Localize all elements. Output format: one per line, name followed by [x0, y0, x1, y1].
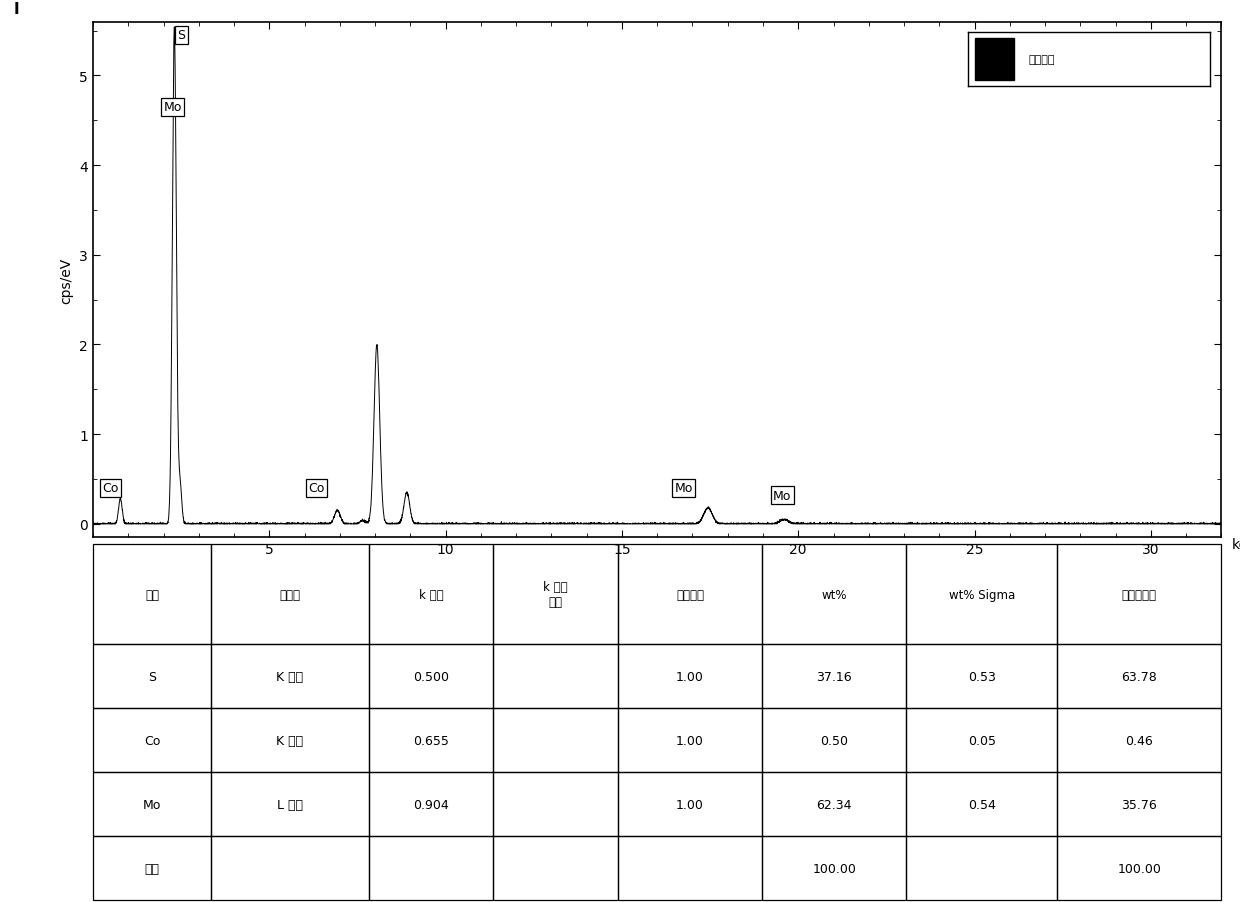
Bar	[93, 708, 211, 772]
Bar	[1058, 644, 1221, 708]
Bar	[211, 545, 368, 644]
Text: wt% Sigma: wt% Sigma	[949, 588, 1016, 601]
Bar	[368, 644, 494, 708]
Text: S: S	[148, 670, 156, 683]
Text: k 因子
类型: k 因子 类型	[543, 581, 568, 609]
Bar	[763, 545, 906, 644]
Text: k 因子: k 因子	[419, 588, 443, 601]
Bar	[368, 545, 494, 644]
Bar	[906, 644, 1058, 708]
Text: 0.54: 0.54	[968, 797, 996, 811]
Text: 0.655: 0.655	[413, 733, 449, 747]
Text: L 线系: L 线系	[277, 797, 303, 811]
Bar	[906, 708, 1058, 772]
Text: 0.904: 0.904	[413, 797, 449, 811]
Bar	[368, 836, 494, 900]
Text: 1.00: 1.00	[676, 670, 704, 683]
Bar	[618, 708, 763, 772]
Text: 线类型: 线类型	[279, 588, 300, 601]
Text: Mo: Mo	[774, 489, 791, 502]
Text: 0.50: 0.50	[821, 733, 848, 747]
Bar	[494, 545, 618, 644]
Text: I: I	[14, 3, 20, 17]
Text: 63.78: 63.78	[1121, 670, 1157, 683]
Bar	[1058, 836, 1221, 900]
Bar	[1058, 772, 1221, 836]
Bar	[93, 545, 211, 644]
Text: 0.53: 0.53	[968, 670, 996, 683]
Bar	[618, 772, 763, 836]
Text: Mo: Mo	[675, 482, 693, 495]
Text: 0.46: 0.46	[1126, 733, 1153, 747]
Bar	[906, 772, 1058, 836]
Bar	[763, 772, 906, 836]
Text: Co: Co	[103, 482, 119, 495]
Text: 100.00: 100.00	[812, 861, 857, 875]
Bar	[211, 708, 368, 772]
Text: 62.34: 62.34	[817, 797, 852, 811]
Bar	[763, 708, 906, 772]
Bar	[1058, 708, 1221, 772]
Text: 总量: 总量	[145, 861, 160, 875]
Bar	[618, 644, 763, 708]
Text: Co: Co	[309, 482, 325, 495]
Bar	[494, 836, 618, 900]
Bar	[618, 836, 763, 900]
Text: S: S	[177, 29, 186, 42]
Text: 1.00: 1.00	[676, 733, 704, 747]
Text: K 线系: K 线系	[277, 733, 304, 747]
Bar	[618, 545, 763, 644]
Bar	[494, 772, 618, 836]
Text: 吸收修正: 吸收修正	[676, 588, 704, 601]
Bar	[763, 836, 906, 900]
Bar	[763, 644, 906, 708]
Bar	[494, 708, 618, 772]
Bar	[494, 644, 618, 708]
Text: 1.00: 1.00	[676, 797, 704, 811]
Text: 元素: 元素	[145, 588, 159, 601]
Text: 37.16: 37.16	[816, 670, 852, 683]
Text: wt%: wt%	[822, 588, 847, 601]
Text: Mo: Mo	[143, 797, 161, 811]
Text: K 线系: K 线系	[277, 670, 304, 683]
Text: 0.500: 0.500	[413, 670, 449, 683]
Text: keV: keV	[1233, 538, 1240, 552]
Bar	[93, 836, 211, 900]
Bar	[1058, 545, 1221, 644]
Bar	[906, 836, 1058, 900]
Text: 原子百分比: 原子百分比	[1122, 588, 1157, 601]
Bar	[211, 644, 368, 708]
Text: 0.05: 0.05	[968, 733, 996, 747]
Bar	[93, 644, 211, 708]
Bar	[906, 545, 1058, 644]
Bar	[368, 708, 494, 772]
Y-axis label: cps/eV: cps/eV	[60, 257, 73, 303]
Text: Mo: Mo	[164, 101, 182, 115]
Text: 100.00: 100.00	[1117, 861, 1162, 875]
Text: Co: Co	[144, 733, 160, 747]
Bar	[211, 772, 368, 836]
Text: 35.76: 35.76	[1121, 797, 1157, 811]
Bar	[93, 772, 211, 836]
Bar	[211, 836, 368, 900]
Bar	[368, 772, 494, 836]
